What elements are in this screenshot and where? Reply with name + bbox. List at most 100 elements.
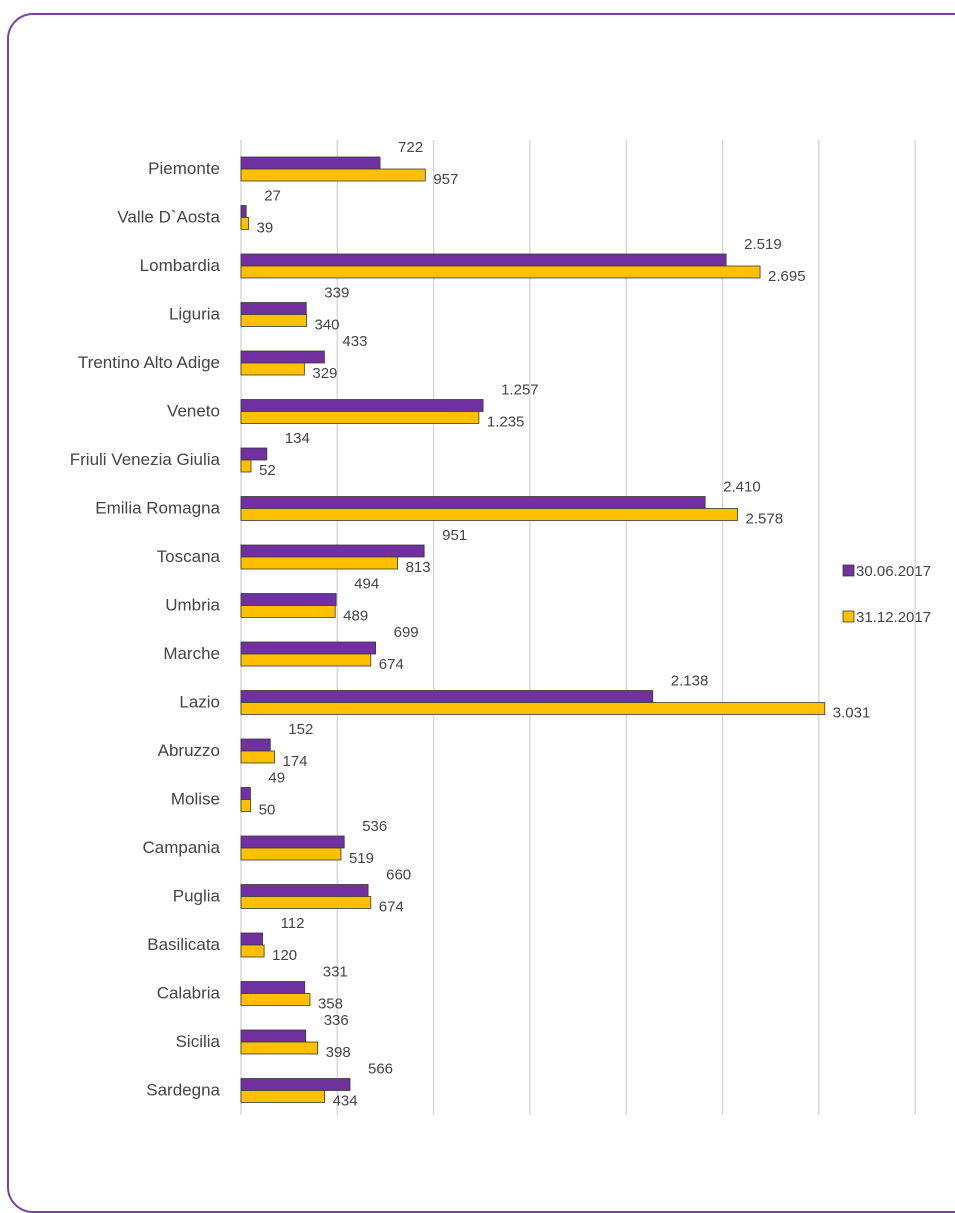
category-label: Lombardia [140, 256, 221, 275]
category-label: Emilia Romagna [95, 499, 220, 518]
value-label: 2.410 [723, 479, 761, 496]
category-label: Lazio [179, 693, 220, 712]
bar-series-1 [240, 593, 337, 606]
bar-series-2 [240, 944, 265, 958]
category-label: Trentino Alto Adige [78, 353, 220, 372]
value-label: 2.138 [671, 673, 709, 690]
bar-series-1 [240, 690, 654, 703]
value-label: 50 [259, 802, 276, 819]
bar-series-2 [240, 265, 761, 279]
category-labels: Piemonte Valle D`Aosta Lombardia Liguria Tre… [70, 159, 221, 1100]
value-label: 52 [259, 462, 276, 479]
bar-series-1 [240, 932, 263, 946]
value-label: 134 [285, 430, 310, 447]
bar-series-2 [240, 896, 372, 909]
bar-series-1 [240, 496, 706, 509]
bar-series-1 [240, 350, 325, 364]
category-label: Calabria [157, 984, 221, 1003]
bar-series-1 [240, 447, 268, 461]
value-label: 120 [272, 947, 297, 964]
category-label: Campania [143, 838, 221, 857]
value-label: 331 [323, 964, 348, 981]
value-label: 340 [314, 317, 339, 334]
value-label: 3.031 [833, 705, 871, 722]
value-label: 49 [268, 770, 285, 787]
category-label: Liguria [169, 305, 221, 324]
value-label: 112 [281, 915, 305, 932]
legend-label: 30.06.2017 [856, 563, 931, 580]
value-label: 358 [318, 996, 343, 1013]
value-label: 2.519 [744, 236, 782, 253]
value-label: 398 [326, 1044, 351, 1061]
bar-series-2 [240, 362, 305, 376]
bar-series-2 [240, 314, 307, 327]
bar-series-2 [240, 459, 252, 473]
bar-series-1 [240, 738, 271, 752]
bar-series-2 [240, 556, 398, 570]
value-label: 433 [342, 333, 367, 350]
value-label: 566 [368, 1061, 393, 1078]
bar-series-2 [240, 799, 252, 812]
bar-series-1 [240, 302, 307, 315]
bar-series-2 [240, 217, 249, 230]
bar-series-2 [240, 1041, 319, 1055]
value-label: 489 [343, 608, 368, 625]
value-label: 813 [406, 559, 431, 576]
value-label: 2.695 [768, 268, 806, 285]
bar-series-2 [240, 653, 372, 667]
bar-series-1 [240, 641, 377, 655]
legend-swatch [842, 564, 855, 577]
bar-series-2 [240, 702, 826, 715]
value-label: 174 [283, 753, 308, 770]
value-label: 27 [264, 188, 281, 205]
bar-series-2 [240, 993, 311, 1006]
value-label: 536 [362, 818, 387, 835]
value-label: 39 [257, 220, 274, 237]
category-label: Friuli Venezia Giulia [70, 450, 221, 469]
bar-series-1 [240, 787, 251, 800]
value-label: 699 [394, 624, 419, 641]
category-label: Molise [171, 790, 220, 809]
bar-series-1 [240, 544, 425, 558]
bar-series-2 [240, 605, 336, 618]
legend: 30.06.2017 31.12.2017 [842, 563, 931, 626]
value-label: 957 [433, 171, 458, 188]
value-label: 329 [312, 365, 337, 382]
value-label: 494 [354, 576, 379, 593]
value-label: 674 [379, 899, 404, 916]
value-label: 2.578 [746, 511, 784, 528]
value-label: 152 [288, 721, 313, 738]
category-label: Puglia [173, 887, 221, 906]
value-label: 951 [442, 527, 467, 544]
value-label: 674 [379, 656, 404, 673]
bar-series-2 [240, 750, 275, 764]
category-label: Basilicata [147, 935, 220, 954]
bar-series-2 [240, 1090, 325, 1103]
bar-series-2 [240, 168, 426, 182]
value-label: 339 [324, 285, 349, 302]
category-label: Piemonte [148, 159, 220, 178]
category-label: Umbria [165, 596, 220, 615]
bars [240, 156, 826, 1103]
legend-swatch [842, 610, 855, 623]
category-label: Sicilia [176, 1032, 221, 1051]
bar-series-1 [240, 835, 345, 849]
bar-series-2 [240, 847, 342, 861]
category-label: Valle D`Aosta [117, 208, 220, 227]
value-label: 434 [333, 1093, 358, 1110]
bar-series-1 [240, 981, 306, 994]
bar-series-1 [240, 156, 381, 170]
bar-series-1 [240, 1078, 351, 1091]
bar-series-1 [240, 253, 727, 267]
regional-bar-chart: Piemonte Valle D`Aosta Lombardia Liguria Tre… [70, 139, 931, 1115]
bar-series-1 [240, 399, 484, 412]
category-label: Abruzzo [158, 741, 220, 760]
category-label: Sardegna [146, 1081, 220, 1100]
bar-series-1 [240, 205, 247, 218]
bar-series-2 [240, 508, 738, 521]
category-label: Veneto [167, 402, 220, 421]
bar-series-1 [240, 884, 369, 897]
value-label: 660 [386, 867, 411, 884]
value-label: 1.235 [487, 414, 525, 431]
